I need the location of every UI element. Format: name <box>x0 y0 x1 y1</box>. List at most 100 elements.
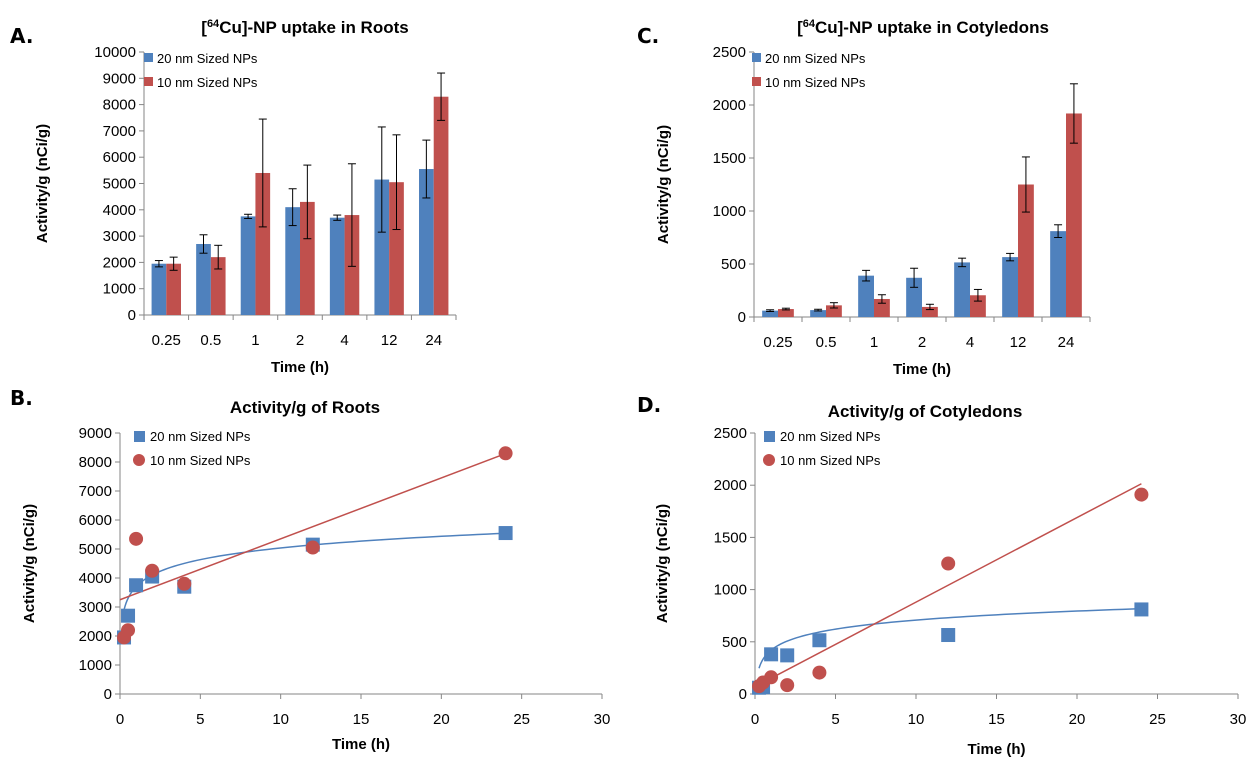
panel-label: B. <box>10 386 33 410</box>
point-10nm <box>177 576 192 591</box>
point-10nm <box>1134 487 1149 502</box>
title-suffix: Cu]-NP uptake in Cotyledons <box>815 18 1049 37</box>
point-10nm <box>145 563 160 578</box>
title-superscript: 64 <box>207 18 220 30</box>
title-prefix: [ <box>797 18 803 37</box>
panel-label: A. <box>10 24 33 48</box>
y-tick-label: 1000 <box>79 657 112 674</box>
x-axis-label: Time (h) <box>271 359 329 376</box>
x-tick-label: 0 <box>116 711 124 728</box>
legend-label-10nm: 10 nm Sized NPs <box>150 453 251 468</box>
bar-20nm <box>329 217 345 315</box>
y-tick-label: 2500 <box>713 44 746 61</box>
y-tick-label: 5000 <box>103 176 136 193</box>
legend-label-20nm: 20 nm Sized NPs <box>150 429 251 444</box>
legend-label-20nm: 20 nm Sized NPs <box>765 51 866 66</box>
panel-b-scatter-chart: B. Activity/g (nCi/g) Time (h) Activity/g o… <box>10 386 610 753</box>
bar-20nm <box>374 179 390 315</box>
legend-square-marker <box>134 431 145 442</box>
bar-10nm <box>1066 113 1082 317</box>
y-tick-label: 3000 <box>103 228 136 245</box>
y-tick-label: 1000 <box>713 203 746 220</box>
x-tick-label: 4 <box>966 334 974 351</box>
y-tick-label: 4000 <box>79 570 112 587</box>
y-tick-label: 500 <box>722 634 747 651</box>
bar-20nm <box>419 169 434 315</box>
point-10nm <box>764 670 779 685</box>
bar-20nm <box>858 275 874 317</box>
y-tick-label: 0 <box>738 309 746 326</box>
x-tick-label: 0 <box>751 711 759 728</box>
x-tick-label: 20 <box>433 711 450 728</box>
x-tick-label: 0.5 <box>200 332 221 349</box>
x-tick-label: 2 <box>918 334 926 351</box>
y-tick-label: 8000 <box>103 97 136 114</box>
bar-10nm <box>433 96 449 316</box>
x-tick-label: 24 <box>1058 334 1075 351</box>
title-prefix: [ <box>201 18 207 37</box>
point-10nm <box>121 623 136 638</box>
legend-label-10nm: 10 nm Sized NPs <box>765 75 866 90</box>
chart-title: Activity/g of Cotyledons <box>828 402 1023 421</box>
legend-circle-marker <box>763 454 775 466</box>
x-tick-label: 1 <box>251 332 259 349</box>
y-axis-label: Activity/g (nCi/g) <box>34 124 51 243</box>
y-tick-label: 6000 <box>79 512 112 529</box>
y-tick-label: 9000 <box>103 70 136 87</box>
bar-20nm <box>762 310 778 317</box>
x-tick-label: 15 <box>988 711 1005 728</box>
bar-10nm <box>300 201 315 315</box>
x-tick-label: 5 <box>196 711 204 728</box>
y-tick-label: 1500 <box>714 529 747 546</box>
y-tick-label: 0 <box>104 686 112 703</box>
chart-title: [64Cu]-NP uptake in Roots <box>201 18 408 37</box>
legend-swatch-10nm <box>752 77 761 86</box>
x-tick-label: 4 <box>340 332 348 349</box>
legend-circle-marker <box>133 454 145 466</box>
point-10nm <box>498 446 513 461</box>
y-tick-label: 2000 <box>713 97 746 114</box>
y-tick-label: 8000 <box>79 454 112 471</box>
bar-10nm <box>389 182 404 315</box>
legend-label-20nm: 20 nm Sized NPs <box>780 429 881 444</box>
point-10nm <box>780 678 795 693</box>
point-10nm <box>941 556 956 571</box>
x-tick-label: 0.25 <box>152 332 181 349</box>
bar-20nm <box>151 263 167 315</box>
point-10nm <box>305 540 320 555</box>
bar-20nm <box>196 243 211 315</box>
legend-swatch-10nm <box>144 77 153 86</box>
x-tick-label: 25 <box>513 711 530 728</box>
legend-swatch-20nm <box>752 53 761 62</box>
x-tick-label: 0.5 <box>816 334 837 351</box>
x-tick-label: 12 <box>381 332 398 349</box>
x-tick-label: 20 <box>1069 711 1086 728</box>
panel-d-scatter-chart: D. Activity/g (nCi/g) Time (h) Activity/g o… <box>637 393 1246 758</box>
bar-20nm <box>240 216 256 315</box>
bar-20nm <box>285 207 300 315</box>
panel-a-bar-chart: A. Activity/g (nCi/g) Time (h) [64Cu]-NP up… <box>10 18 457 376</box>
point-20nm <box>129 578 144 593</box>
title-suffix: Cu]-NP uptake in Roots <box>219 18 409 37</box>
legend-swatch-20nm <box>144 53 153 62</box>
point-20nm <box>764 647 779 662</box>
bar-10nm <box>210 257 226 315</box>
x-tick-label: 10 <box>908 711 925 728</box>
y-tick-label: 6000 <box>103 149 136 166</box>
point-20nm <box>1134 602 1149 617</box>
y-tick-label: 2000 <box>714 477 747 494</box>
y-tick-label: 9000 <box>79 425 112 442</box>
panel-label: D. <box>637 393 661 417</box>
y-tick-label: 500 <box>721 256 746 273</box>
y-tick-label: 10000 <box>94 44 136 61</box>
bar-10nm <box>166 263 181 315</box>
x-tick-label: 10 <box>272 711 289 728</box>
y-tick-label: 2000 <box>103 254 136 271</box>
bar-10nm <box>922 306 938 317</box>
x-axis-label: Time (h) <box>967 741 1025 758</box>
x-tick-label: 0.25 <box>763 334 792 351</box>
point-10nm <box>812 665 827 680</box>
bar-10nm <box>826 305 842 317</box>
legend-label-10nm: 10 nm Sized NPs <box>780 453 881 468</box>
